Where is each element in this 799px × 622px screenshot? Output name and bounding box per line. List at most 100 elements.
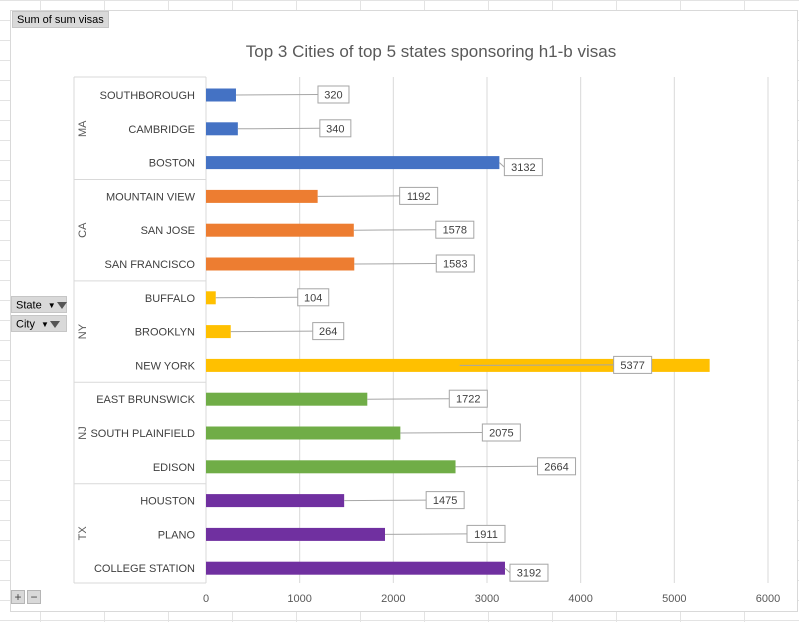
data-label: 1475 — [433, 495, 457, 507]
data-label: 1722 — [456, 394, 480, 406]
data-label-leader — [455, 465, 538, 468]
data-label-leader — [504, 567, 511, 574]
bar — [206, 494, 345, 508]
state-label: NJ — [77, 426, 89, 439]
city-label: MOUNTAIN VIEW — [106, 191, 196, 203]
bar — [206, 527, 385, 541]
data-label: 3132 — [511, 162, 535, 174]
data-label: 320 — [324, 90, 342, 102]
city-label: EAST BRUNSWICK — [96, 394, 195, 406]
data-label: 1583 — [443, 259, 467, 271]
data-label-box — [297, 288, 330, 307]
chart-title: Top 3 Cities of top 5 states sponsoring … — [246, 42, 616, 61]
data-label-leader — [215, 296, 298, 299]
state-label: TX — [77, 526, 89, 541]
data-label: 2664 — [544, 461, 568, 473]
bar — [206, 460, 456, 474]
data-label-leader — [384, 533, 468, 535]
x-tick-label: 5000 — [662, 593, 686, 605]
bar — [206, 561, 505, 575]
data-label-leader — [459, 364, 614, 366]
data-label: 340 — [326, 123, 344, 135]
bar — [206, 426, 401, 440]
bar — [206, 88, 236, 102]
city-label: CAMBRIDGE — [128, 124, 195, 136]
data-label: 1192 — [407, 191, 431, 203]
data-label-box — [319, 119, 352, 138]
bar — [206, 291, 216, 305]
city-field-button[interactable]: City ▼ — [11, 315, 67, 332]
data-label-box — [435, 220, 475, 239]
city-label: SAN JOSE — [141, 225, 195, 237]
data-label-leader — [400, 432, 483, 434]
data-label-leader — [230, 330, 313, 333]
data-label-box — [509, 563, 549, 582]
state-field-label: State — [16, 299, 42, 312]
state-label: CA — [77, 222, 89, 238]
data-label-box — [399, 186, 439, 205]
data-label: 264 — [319, 326, 337, 338]
data-label-leader — [235, 94, 318, 96]
data-label-box — [435, 254, 475, 273]
data-label-box — [537, 457, 577, 476]
data-label: 2075 — [489, 428, 513, 440]
bar — [206, 156, 500, 170]
bar — [206, 257, 355, 271]
data-label-box — [425, 491, 465, 510]
city-label: COLLEGE STATION — [94, 563, 195, 575]
state-label: NY — [77, 323, 89, 339]
data-label-leader — [317, 195, 400, 197]
city-label: BOSTON — [149, 158, 195, 170]
data-label-box — [312, 322, 345, 341]
dropdown-arrow-icon: ▼ — [40, 320, 49, 329]
data-label: 5377 — [620, 360, 644, 372]
value-field-button[interactable]: Sum of sum visas — [12, 11, 109, 28]
data-label-leader — [354, 263, 437, 265]
data-label: 104 — [304, 292, 322, 304]
city-label: PLANO — [158, 529, 196, 541]
city-label: SOUTHBOROUGH — [100, 90, 195, 102]
data-label-leader — [367, 398, 450, 400]
city-label: SOUTH PLAINFIELD — [90, 428, 195, 440]
expand-field-button[interactable]: + — [11, 590, 25, 604]
data-label: 1578 — [443, 225, 467, 237]
data-label-leader — [344, 499, 427, 502]
data-label-box — [503, 158, 543, 177]
city-label: SAN FRANCISCO — [105, 259, 196, 271]
bar — [206, 223, 354, 237]
data-label: 3192 — [517, 568, 541, 580]
value-field-label: Sum of sum visas — [17, 14, 104, 26]
x-tick-label: 1000 — [287, 593, 311, 605]
x-tick-label: 2000 — [381, 593, 405, 605]
x-tick-label: 3000 — [475, 593, 499, 605]
bar — [206, 392, 368, 406]
state-field-button[interactable]: State ▼ — [11, 296, 67, 313]
data-label: 1911 — [474, 529, 498, 541]
data-label-box — [613, 355, 653, 374]
x-tick-label: 4000 — [568, 593, 592, 605]
filter-icon — [56, 302, 67, 309]
x-tick-label: 0 — [203, 593, 209, 605]
bar — [206, 325, 231, 339]
x-tick-label: 6000 — [756, 593, 780, 605]
dropdown-arrow-icon: ▼ — [47, 301, 56, 310]
city-label: NEW YORK — [135, 360, 195, 372]
data-label-leader — [499, 162, 505, 168]
city-label: EDISON — [153, 462, 195, 474]
bar — [206, 358, 710, 372]
data-label-box — [317, 85, 350, 104]
data-label-box — [481, 423, 521, 442]
collapse-field-button[interactable]: − — [27, 590, 41, 604]
filter-icon — [49, 321, 60, 328]
bar — [206, 122, 238, 136]
city-label: BROOKLYN — [135, 327, 195, 339]
data-label-box — [448, 389, 488, 408]
data-label-leader — [237, 127, 320, 130]
data-label-box — [466, 524, 506, 543]
chart-area[interactable] — [10, 10, 798, 612]
city-field-label: City — [16, 318, 35, 331]
bar — [206, 189, 318, 203]
city-label: HOUSTON — [140, 496, 195, 508]
data-label-leader — [353, 229, 436, 231]
